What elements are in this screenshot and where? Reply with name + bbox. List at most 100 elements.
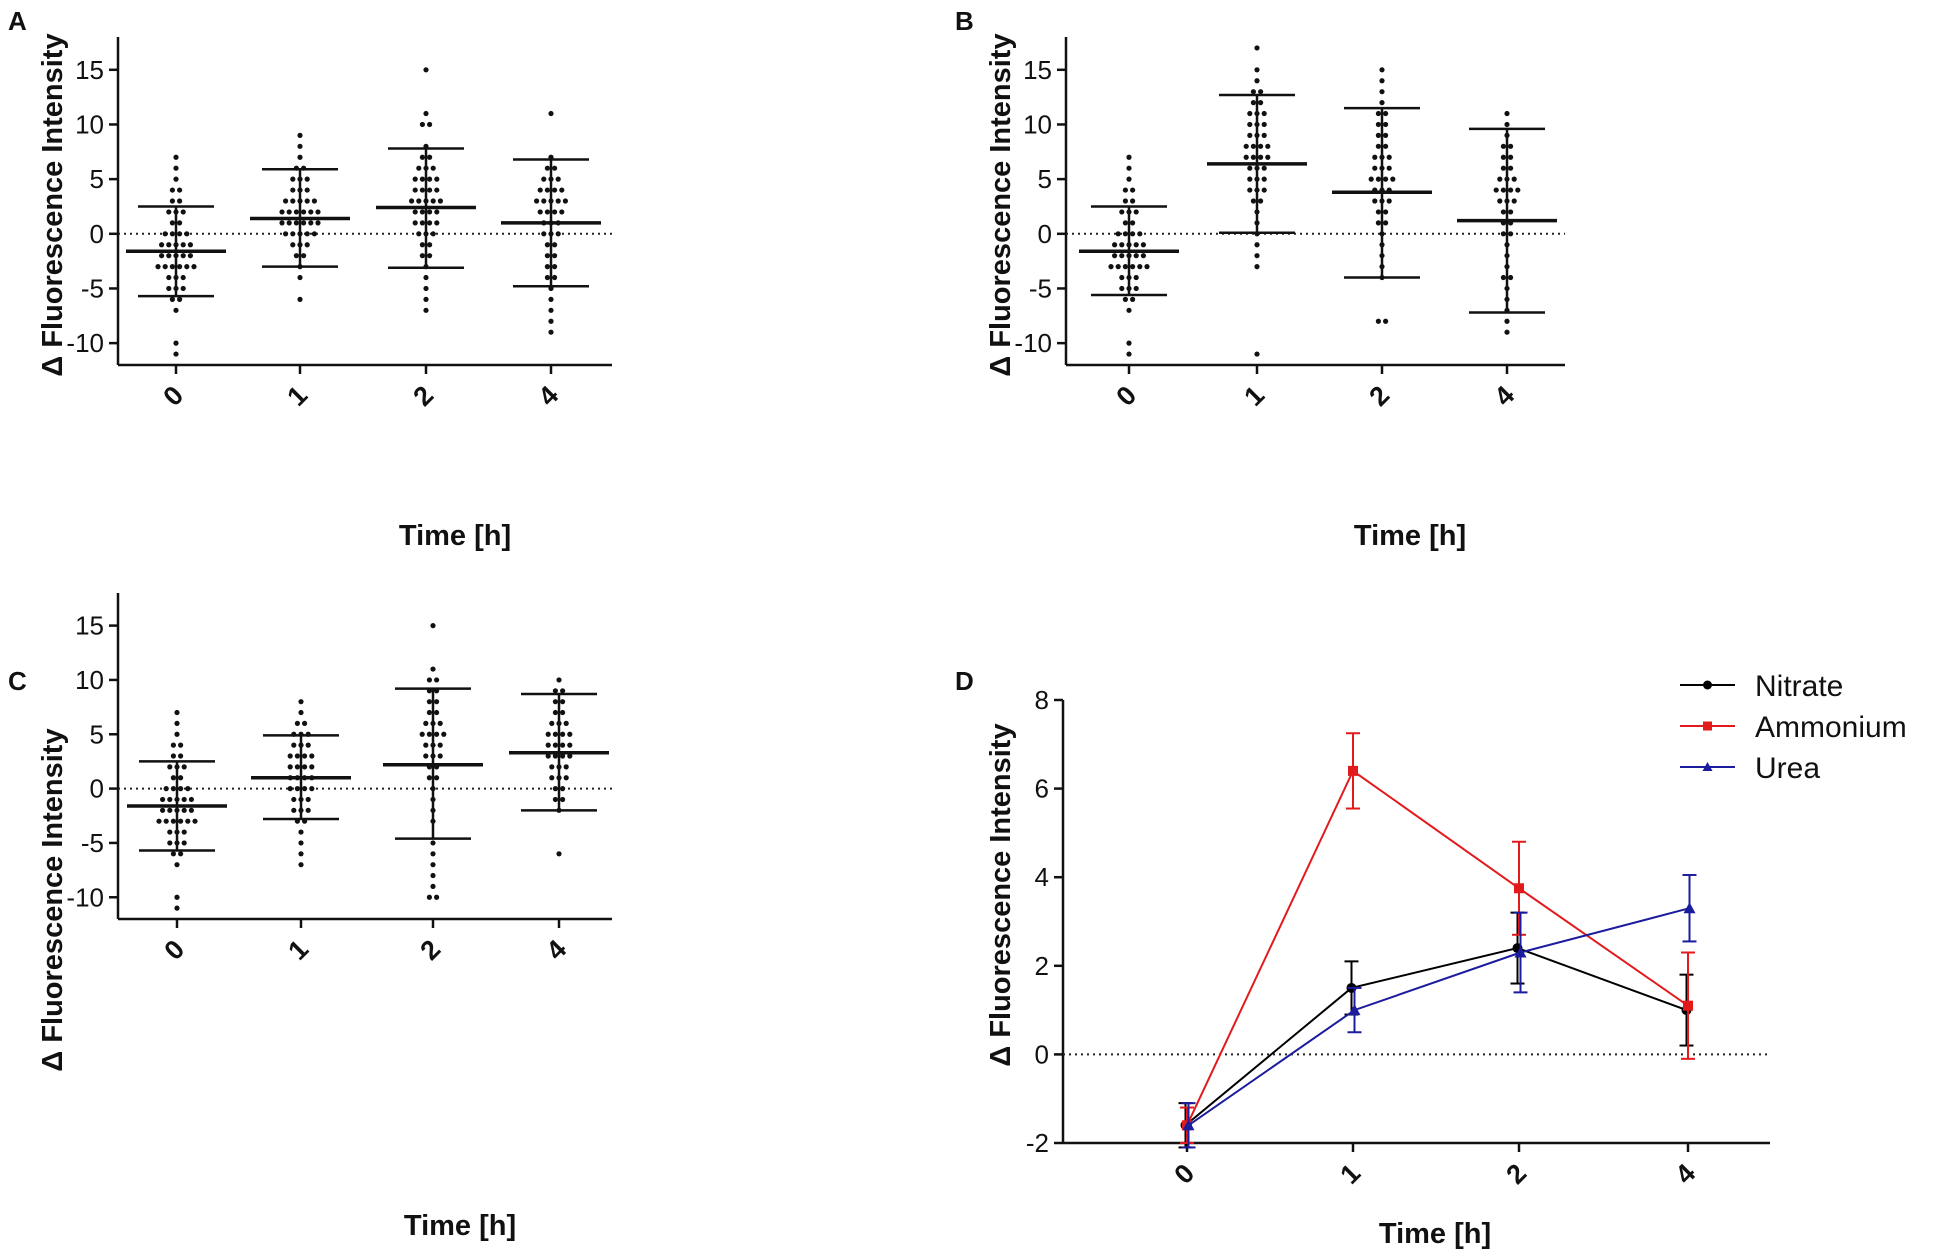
panel-b-data-point bbox=[1261, 110, 1267, 117]
panel-b-data-point bbox=[1379, 67, 1385, 73]
panel-a-data-point bbox=[416, 165, 422, 171]
panel-a-data-point bbox=[412, 176, 418, 182]
panel-b-data-point bbox=[1126, 154, 1132, 160]
panel-a-data-point bbox=[301, 253, 307, 259]
panel-a-data-point bbox=[552, 165, 558, 171]
panel-a-ytick-label: 5 bbox=[90, 164, 104, 194]
panel-b-data-point bbox=[1500, 209, 1506, 215]
panel-d-xtick-label: 1 bbox=[1334, 1158, 1366, 1190]
panel-a-data-point bbox=[166, 209, 172, 215]
panel-c-data-point bbox=[560, 753, 566, 759]
panel-d-xtick-label: 0 bbox=[1168, 1158, 1200, 1190]
panel-c-data-point bbox=[552, 731, 559, 737]
panel-a-data-point bbox=[427, 253, 433, 259]
panel-a-xtick-label: 2 bbox=[407, 380, 439, 412]
panel-a-ytick-label: 0 bbox=[90, 219, 104, 249]
panel-c-data-point bbox=[291, 807, 297, 813]
panel-c-data-point bbox=[423, 720, 429, 727]
panel-a-data-point bbox=[437, 198, 443, 204]
panel-a-ytick-label: 10 bbox=[75, 109, 104, 139]
panel-c-data-point bbox=[567, 753, 573, 759]
panel-a-data-point bbox=[423, 307, 429, 313]
panel-b-data-point bbox=[1372, 198, 1378, 204]
panel-a-data-point bbox=[283, 231, 289, 237]
panel-c-data-point bbox=[298, 709, 304, 716]
panel-b-data-point bbox=[1375, 209, 1381, 215]
panel-b-xtick-label: 2 bbox=[1363, 380, 1395, 412]
panel-c-data-point bbox=[430, 862, 436, 868]
panel-a: A Δ Fluorescence Intensity Time [h] -10 -… bbox=[8, 6, 612, 552]
panel-a-data-point bbox=[283, 198, 289, 204]
panel-a-data-point bbox=[297, 296, 303, 302]
panel-b-data-point bbox=[1119, 209, 1125, 215]
panel-b-letter: B bbox=[955, 6, 974, 36]
panel-b-data-point bbox=[1254, 253, 1260, 259]
panel-b-data-point bbox=[1383, 132, 1389, 138]
panel-c-data-point bbox=[170, 851, 176, 857]
panel-a-xtick-label: 4 bbox=[532, 380, 564, 412]
panel-a-data-point bbox=[541, 231, 547, 237]
panel-a-data-point bbox=[419, 154, 425, 160]
panel-d-urea-line bbox=[1187, 907, 1690, 1127]
panel-a-data-point bbox=[286, 220, 292, 226]
panel-a-ytick-label: -5 bbox=[81, 273, 104, 303]
panel-b-data-point bbox=[1265, 143, 1271, 149]
panel-d-nitrate-legend-label: Nitrate bbox=[1755, 670, 1843, 703]
panel-b-data-point bbox=[1112, 253, 1118, 259]
panel-b-data-point bbox=[1254, 264, 1260, 270]
panel-a-data-point bbox=[552, 274, 558, 281]
panel-a-data-point bbox=[169, 187, 175, 193]
panel-c-data-point bbox=[560, 688, 566, 694]
panel-b-data-point bbox=[1254, 67, 1260, 73]
panel-c-data-point bbox=[170, 818, 176, 824]
panel-b-data-point bbox=[1258, 89, 1264, 95]
panel-a-data-point bbox=[159, 242, 165, 248]
panel-a-data-point bbox=[552, 209, 558, 215]
panel-b-data-point bbox=[1247, 110, 1253, 117]
panel-d-xtick-label: 4 bbox=[1669, 1158, 1701, 1190]
panel-c-data-point bbox=[552, 753, 559, 759]
panel-c-data-point bbox=[163, 786, 169, 792]
panel-b-data-point bbox=[1119, 285, 1125, 292]
panel-d-ammonium-line bbox=[1186, 769, 1689, 1126]
panel-c-data-point bbox=[181, 796, 187, 803]
panel-b-data-point bbox=[1254, 78, 1260, 84]
panel-d-ammonium-legend-label: Ammonium bbox=[1755, 711, 1907, 744]
panel-a-data-point bbox=[308, 220, 314, 226]
panel-a-data-point bbox=[534, 198, 540, 204]
panel-c-data-point bbox=[305, 796, 311, 803]
panel-c-xtick-label: 1 bbox=[282, 934, 314, 966]
panel-b-data-point bbox=[1258, 100, 1264, 106]
panel-b-data-point bbox=[1508, 274, 1514, 281]
panel-a-xtick-label: 0 bbox=[157, 380, 189, 412]
panel-a-data-point bbox=[427, 121, 433, 128]
panel-a-data-point bbox=[169, 220, 175, 226]
panel-b-data-point bbox=[1247, 132, 1253, 138]
panel-a-data-point bbox=[155, 264, 161, 270]
panel-c-data-point bbox=[174, 894, 180, 900]
panel-a-data-point bbox=[169, 296, 175, 302]
panel-b-data-point bbox=[1372, 154, 1378, 160]
panel-b-ytick-label: -10 bbox=[1014, 328, 1052, 358]
panel-a-data-point bbox=[311, 231, 317, 237]
panel-b-data-point bbox=[1508, 143, 1514, 149]
panel-a-data-point bbox=[297, 143, 303, 149]
panel-c-data-point bbox=[434, 699, 440, 705]
panel-c-data-point bbox=[567, 731, 573, 737]
panel-a-data-point bbox=[290, 198, 296, 204]
panel-c-ytick-label: 15 bbox=[75, 611, 104, 641]
panel-c-data-point bbox=[185, 818, 191, 824]
panel-a-data-point bbox=[544, 264, 551, 270]
panel-c-data-point bbox=[170, 775, 176, 781]
panel-a-data-point bbox=[544, 253, 551, 259]
panel-b-data-point bbox=[1122, 220, 1128, 226]
panel-a-data-point bbox=[166, 274, 172, 281]
panel-a-data-point bbox=[293, 253, 299, 259]
panel-c-data-point bbox=[552, 742, 559, 748]
panel-a-data-point bbox=[548, 318, 554, 324]
panel-a-xtick-label: 1 bbox=[281, 380, 313, 412]
panel-b-data-point bbox=[1379, 78, 1385, 84]
panel-c-data-point bbox=[552, 709, 559, 716]
panel-b-data-point bbox=[1243, 154, 1249, 160]
panel-b-data-point bbox=[1504, 318, 1510, 324]
